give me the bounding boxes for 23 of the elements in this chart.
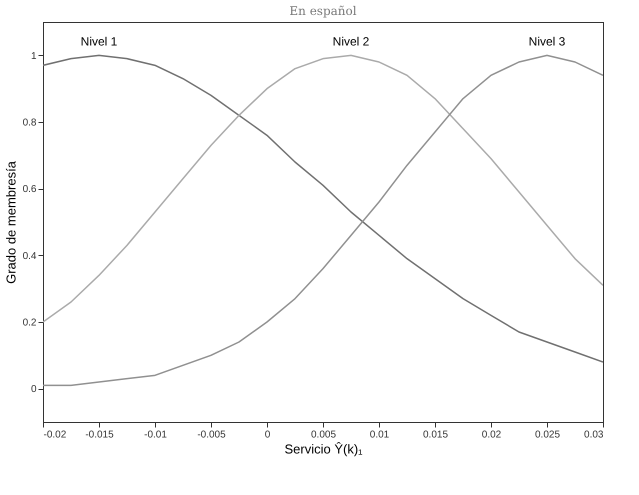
x-tick-label: 0.025: [534, 430, 560, 440]
x-tick-label: -0.01: [144, 430, 168, 440]
series-label: Nivel 2: [332, 34, 370, 48]
x-tick-label: 0.015: [422, 430, 448, 440]
x-tick-label: -0.005: [197, 430, 226, 440]
x-axis-title: Servicio Ŷ(k)₁: [284, 442, 364, 456]
x-tick-label: -0.02: [44, 430, 67, 440]
x-tick-label: 0: [264, 430, 271, 440]
y-tick-label: 0.8: [22, 118, 37, 128]
y-axis-title: Grado de membresía: [4, 160, 19, 284]
x-tick-label: 0.02: [482, 430, 502, 440]
series-label: Nivel 3: [528, 34, 566, 48]
y-tick-label: 0.2: [22, 318, 37, 328]
x-tick-label: 0.01: [370, 430, 390, 440]
x-tick-label: -0.015: [85, 430, 114, 440]
y-tick-label: 1: [30, 50, 37, 62]
series-label: Nivel 1: [80, 34, 118, 48]
chart-title: En español: [289, 4, 357, 18]
x-tick-label: 0.005: [310, 430, 336, 440]
x-tick-label: 0.03: [584, 430, 604, 440]
y-tick-label: 0.6: [22, 184, 37, 196]
y-tick-label: 0: [30, 384, 37, 396]
y-tick-label: 0.4: [22, 250, 37, 262]
